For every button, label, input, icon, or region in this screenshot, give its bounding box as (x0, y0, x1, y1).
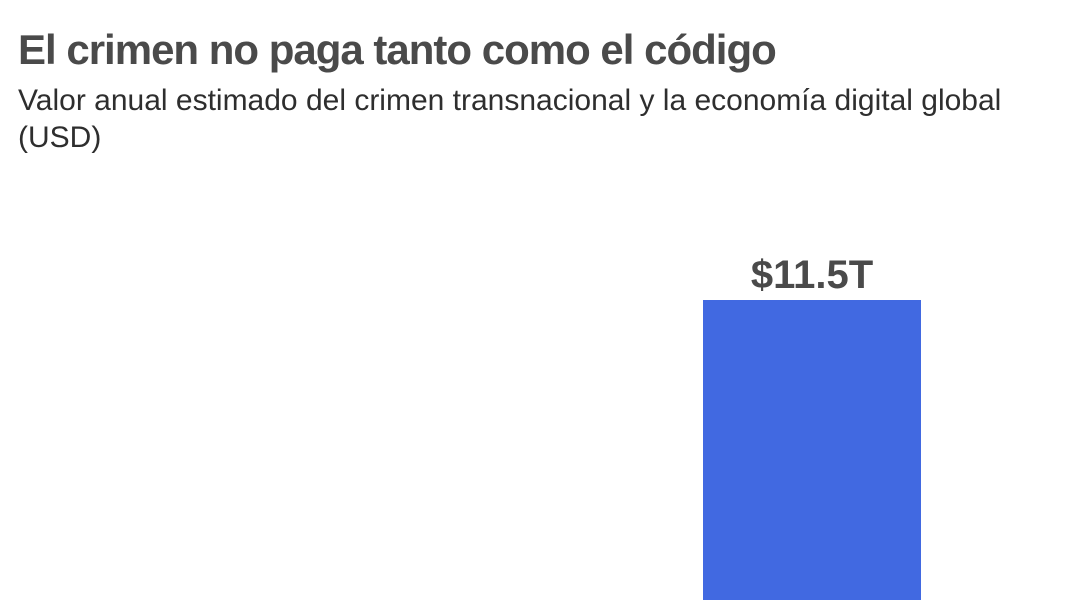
bar-value-label-2: $11.5T (751, 253, 873, 297)
chart-title: El crimen no paga tanto como el código (18, 26, 777, 73)
chart-subtitle: Valor anual estimado del crimen transnac… (18, 84, 1002, 154)
bar-2 (703, 300, 921, 600)
